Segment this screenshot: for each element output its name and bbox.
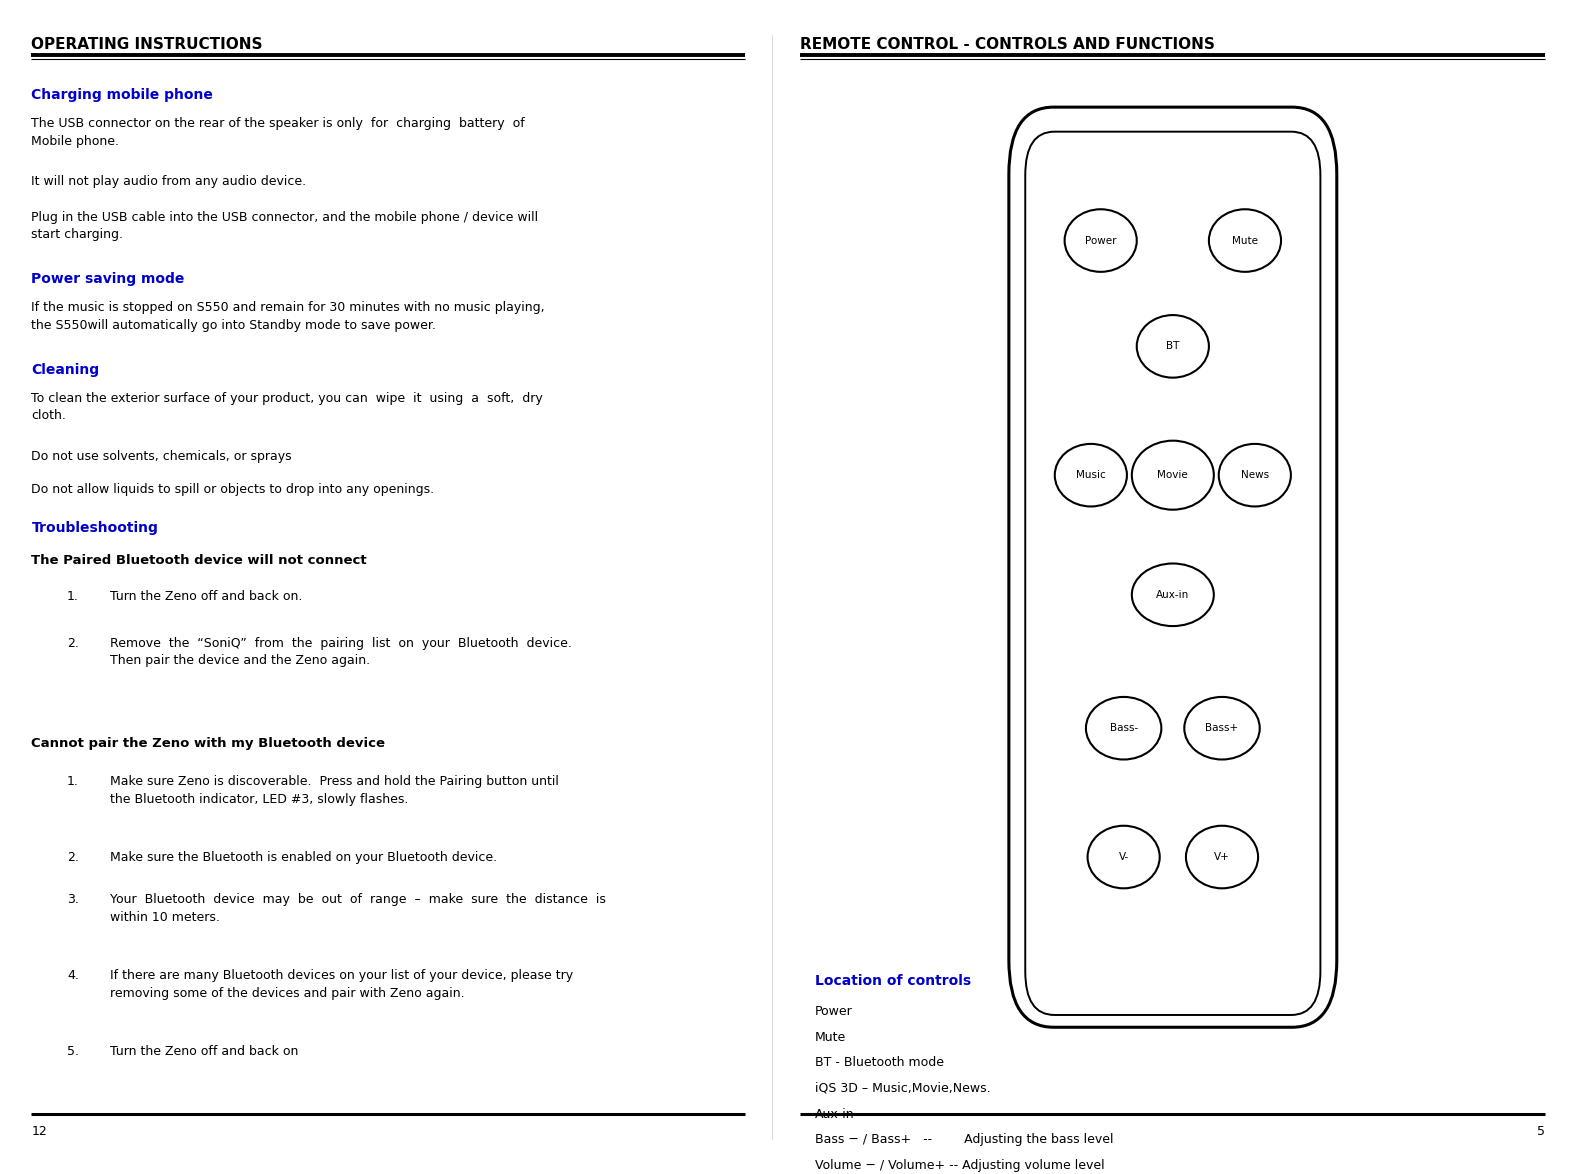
Text: Power saving mode: Power saving mode bbox=[31, 272, 185, 286]
Text: 5: 5 bbox=[1538, 1126, 1545, 1139]
Text: Troubleshooting: Troubleshooting bbox=[31, 521, 158, 535]
Text: Make sure the Bluetooth is enabled on your Bluetooth device.: Make sure the Bluetooth is enabled on yo… bbox=[110, 851, 497, 864]
Text: BT: BT bbox=[1166, 342, 1180, 351]
FancyBboxPatch shape bbox=[1025, 131, 1321, 1016]
Ellipse shape bbox=[1185, 697, 1260, 760]
Text: Power: Power bbox=[1084, 236, 1117, 245]
Text: If there are many Bluetooth devices on your list of your device, please try
remo: If there are many Bluetooth devices on y… bbox=[110, 970, 573, 1000]
Ellipse shape bbox=[1087, 825, 1159, 889]
Text: Bass+: Bass+ bbox=[1205, 723, 1238, 734]
Text: Bass − / Bass+   --        Adjusting the bass level: Bass − / Bass+ -- Adjusting the bass lev… bbox=[816, 1133, 1114, 1146]
Text: Remove  the  “SoniQ”  from  the  pairing  list  on  your  Bluetooth  device.
The: Remove the “SoniQ” from the pairing list… bbox=[110, 637, 571, 667]
Text: If the music is stopped on S550 and remain for 30 minutes with no music playing,: If the music is stopped on S550 and rema… bbox=[31, 302, 544, 332]
Ellipse shape bbox=[1054, 444, 1127, 506]
Ellipse shape bbox=[1138, 315, 1208, 378]
Text: Location of controls: Location of controls bbox=[816, 973, 971, 987]
Text: 5.: 5. bbox=[67, 1045, 78, 1058]
Text: 12: 12 bbox=[31, 1126, 47, 1139]
Text: Mute: Mute bbox=[816, 1031, 846, 1044]
Text: V-: V- bbox=[1119, 852, 1128, 862]
Ellipse shape bbox=[1186, 825, 1258, 889]
Text: 2.: 2. bbox=[67, 851, 78, 864]
Text: Power: Power bbox=[816, 1005, 854, 1018]
Text: It will not play audio from any audio device.: It will not play audio from any audio de… bbox=[31, 175, 306, 188]
Ellipse shape bbox=[1131, 440, 1214, 510]
Text: 4.: 4. bbox=[67, 970, 78, 983]
Text: Charging mobile phone: Charging mobile phone bbox=[31, 88, 213, 102]
Text: REMOTE CONTROL - CONTROLS AND FUNCTIONS: REMOTE CONTROL - CONTROLS AND FUNCTIONS bbox=[800, 36, 1214, 52]
Text: Aux-in: Aux-in bbox=[816, 1107, 855, 1120]
Text: Plug in the USB cable into the USB connector, and the mobile phone / device will: Plug in the USB cable into the USB conne… bbox=[31, 211, 538, 242]
Text: 1.: 1. bbox=[67, 591, 78, 603]
Text: Cannot pair the Zeno with my Bluetooth device: Cannot pair the Zeno with my Bluetooth d… bbox=[31, 737, 386, 750]
Text: Aux-in: Aux-in bbox=[1156, 589, 1189, 600]
Text: Bass-: Bass- bbox=[1109, 723, 1138, 734]
Text: Movie: Movie bbox=[1158, 470, 1188, 480]
Text: Music: Music bbox=[1076, 470, 1106, 480]
Ellipse shape bbox=[1086, 697, 1161, 760]
Text: 1.: 1. bbox=[67, 775, 78, 788]
Text: Do not use solvents, chemicals, or sprays: Do not use solvents, chemicals, or spray… bbox=[31, 450, 292, 463]
Text: 3.: 3. bbox=[67, 893, 78, 906]
Text: Your  Bluetooth  device  may  be  out  of  range  –  make  sure  the  distance  : Your Bluetooth device may be out of rang… bbox=[110, 893, 606, 924]
Text: The USB connector on the rear of the speaker is only  for  charging  battery  of: The USB connector on the rear of the spe… bbox=[31, 117, 526, 148]
Text: Do not allow liquids to spill or objects to drop into any openings.: Do not allow liquids to spill or objects… bbox=[31, 483, 435, 495]
Ellipse shape bbox=[1065, 209, 1138, 272]
FancyBboxPatch shape bbox=[1009, 107, 1337, 1027]
Text: To clean the exterior surface of your product, you can  wipe  it  using  a  soft: To clean the exterior surface of your pr… bbox=[31, 392, 543, 421]
Text: Mute: Mute bbox=[1232, 236, 1258, 245]
Text: V+: V+ bbox=[1214, 852, 1230, 862]
Text: Turn the Zeno off and back on: Turn the Zeno off and back on bbox=[110, 1045, 298, 1058]
Text: BT - Bluetooth mode: BT - Bluetooth mode bbox=[816, 1057, 945, 1070]
Ellipse shape bbox=[1208, 209, 1280, 272]
Text: iQS 3D – Music,Movie,News.: iQS 3D – Music,Movie,News. bbox=[816, 1082, 990, 1095]
Text: The Paired Bluetooth device will not connect: The Paired Bluetooth device will not con… bbox=[31, 554, 367, 567]
Text: Make sure Zeno is discoverable.  Press and hold the Pairing button until
the Blu: Make sure Zeno is discoverable. Press an… bbox=[110, 775, 559, 805]
Text: 2.: 2. bbox=[67, 637, 78, 650]
Text: Volume − / Volume+ -- Adjusting volume level: Volume − / Volume+ -- Adjusting volume l… bbox=[816, 1159, 1105, 1172]
Text: News: News bbox=[1241, 470, 1269, 480]
Ellipse shape bbox=[1219, 444, 1291, 506]
Ellipse shape bbox=[1131, 564, 1214, 626]
Text: Cleaning: Cleaning bbox=[31, 363, 99, 377]
Text: Turn the Zeno off and back on.: Turn the Zeno off and back on. bbox=[110, 591, 303, 603]
Text: OPERATING INSTRUCTIONS: OPERATING INSTRUCTIONS bbox=[31, 36, 264, 52]
